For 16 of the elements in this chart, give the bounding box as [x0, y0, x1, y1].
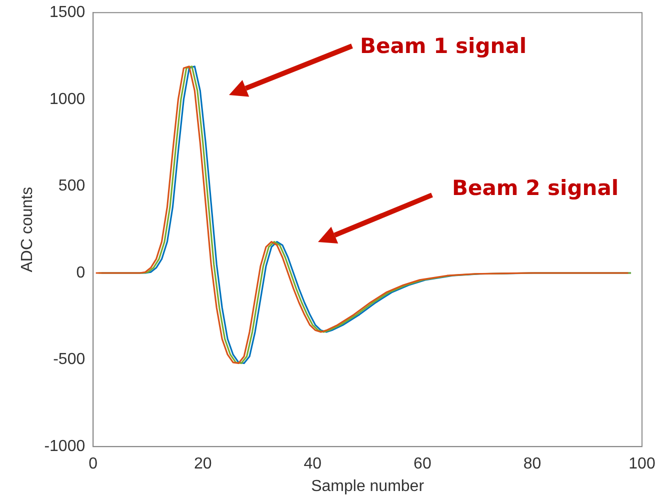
y-tick-label: 1000: [50, 90, 86, 108]
annotation: Beam 1 signal: [360, 34, 527, 58]
x-tick-label: 60: [414, 456, 432, 473]
y-tick-label: -500: [53, 351, 86, 368]
x-tick-label: 80: [523, 456, 542, 473]
x-tick-label: 0: [88, 456, 98, 473]
x-axis-title: Sample number: [311, 478, 425, 495]
y-axis-title: ADC counts: [19, 186, 36, 272]
x-tick-label: 20: [194, 456, 212, 473]
y-tick-label: 1500: [50, 4, 86, 22]
annotation: Beam 2 signal: [452, 176, 619, 200]
y-tick-label: 0: [76, 264, 86, 282]
y-tick-label: -1000: [44, 438, 86, 456]
x-tick-label: 100: [628, 456, 656, 473]
x-tick-label: 40: [304, 456, 322, 473]
y-tick-label: 500: [58, 178, 86, 195]
